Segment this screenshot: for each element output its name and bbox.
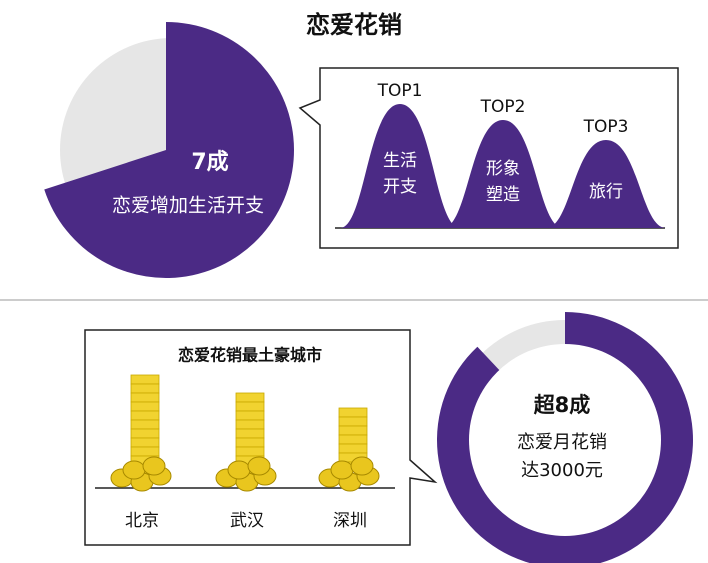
city: 北京 bbox=[125, 511, 159, 531]
rank-label: 开支 bbox=[383, 177, 417, 197]
rank: TOP2 bbox=[480, 97, 526, 117]
coin-stack bbox=[338, 416, 368, 427]
coin-stack bbox=[235, 410, 265, 421]
rank: TOP3 bbox=[583, 117, 629, 137]
cities-title: 恋爱花销最土豪城市 bbox=[178, 346, 322, 365]
coin-stack bbox=[130, 410, 160, 421]
rank-label: 塑造 bbox=[486, 185, 520, 205]
coin-stack bbox=[235, 419, 265, 430]
donut-caption: 达3000元 bbox=[521, 460, 603, 481]
coin-stack bbox=[130, 383, 160, 394]
pie-slice bbox=[44, 22, 294, 278]
donut-caption: 恋爱月花销 bbox=[517, 431, 607, 453]
coin-stack bbox=[235, 401, 265, 412]
rank-label: 旅行 bbox=[589, 182, 623, 202]
pie-label: 7成 bbox=[191, 150, 228, 175]
bell bbox=[443, 120, 563, 228]
coin bbox=[142, 456, 166, 476]
city: 深圳 bbox=[333, 511, 367, 531]
city: 武汉 bbox=[230, 511, 264, 531]
coin-stack bbox=[130, 392, 160, 403]
coin-stack bbox=[130, 374, 160, 385]
coin-stack bbox=[235, 437, 265, 448]
bell bbox=[546, 140, 666, 228]
coin-stack bbox=[130, 437, 160, 448]
coin bbox=[227, 460, 251, 480]
coin-stack bbox=[235, 446, 265, 457]
coin-stack bbox=[338, 443, 368, 454]
rank-label: 形象 bbox=[486, 159, 520, 179]
donut-label: 超8成 bbox=[534, 393, 591, 417]
coin bbox=[247, 456, 271, 476]
rank-label: 生活 bbox=[383, 151, 417, 171]
coin bbox=[122, 460, 146, 480]
coin bbox=[330, 460, 354, 480]
coin-stack bbox=[130, 401, 160, 412]
coin-stack bbox=[130, 419, 160, 430]
coin-stack bbox=[338, 407, 368, 418]
coin-stack bbox=[338, 425, 368, 436]
coin-stack bbox=[130, 446, 160, 457]
coin bbox=[350, 456, 374, 476]
coin-stack bbox=[338, 434, 368, 445]
donut-hole bbox=[469, 344, 661, 536]
coin-stack bbox=[235, 392, 265, 403]
rank: TOP1 bbox=[377, 81, 423, 101]
title: 恋爱花销 bbox=[306, 11, 402, 39]
coin-stack bbox=[130, 428, 160, 439]
coin-stack bbox=[235, 428, 265, 439]
pie-caption: 恋爱增加生活开支 bbox=[112, 195, 264, 217]
bell bbox=[340, 104, 460, 228]
